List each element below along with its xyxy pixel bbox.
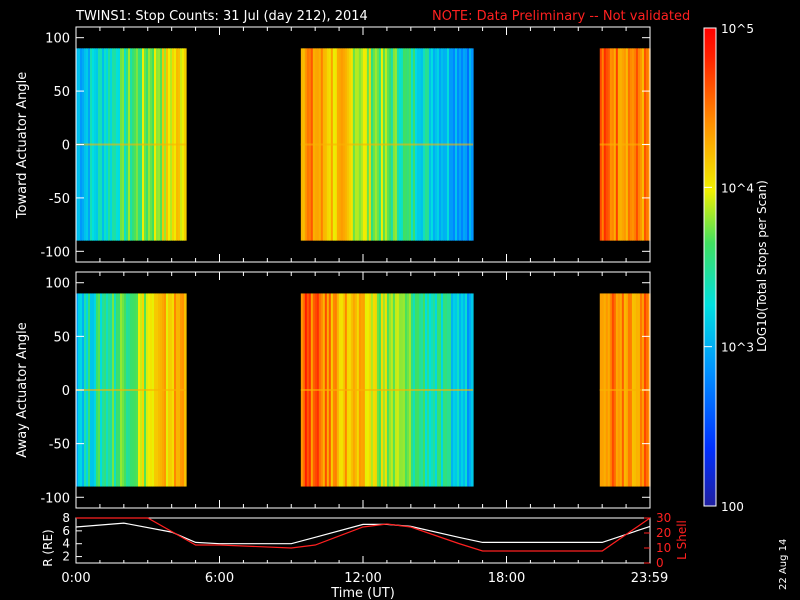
colorbar-label: LOG10(Total Stops per Scan) — [755, 180, 769, 352]
x-tick-label: 0:00 — [61, 571, 90, 586]
colorbar-tick-label: 10^3 — [721, 341, 754, 355]
zero-angle-band — [599, 143, 650, 146]
lshell-axis-label: L Shell — [675, 520, 689, 560]
lshell-tick-label: 30 — [656, 511, 671, 525]
lshell-tick-label: 10 — [656, 541, 671, 555]
zero-angle-band — [300, 389, 474, 391]
r-tick-label: 6 — [62, 524, 70, 538]
y-tick-label: 50 — [53, 85, 70, 100]
lshell-tick-label: 0 — [656, 556, 664, 570]
toward-panel: 100 50 0 -50 -100 Toward Actuator Angle — [15, 26, 651, 263]
y-tick-label: 100 — [45, 32, 70, 47]
y-tick-label: 50 — [53, 330, 70, 345]
y-tick-label: 0 — [62, 384, 70, 399]
time-axis-label: Time (UT) — [330, 586, 395, 600]
colorbar: 10^5 10^4 10^3 100 LOG10(Total Stops per Sc… — [703, 22, 769, 514]
x-tick-label: 12:00 — [344, 571, 381, 586]
r-axis-label: R (RE) — [41, 529, 55, 566]
data-note: NOTE: Data Preliminary -- Not validated — [432, 9, 690, 24]
y-tick-label: -100 — [40, 245, 70, 260]
lshell-series-line — [76, 517, 651, 552]
y-tick-label: -100 — [40, 491, 70, 506]
x-tick-label: 6:00 — [205, 571, 234, 586]
lshell-tick-label: 20 — [656, 526, 671, 540]
zero-angle-band — [76, 389, 187, 391]
y-tick-label: -50 — [49, 192, 70, 207]
y-tick-label: 100 — [45, 277, 70, 292]
zero-angle-band — [76, 143, 187, 146]
r-tick-label: 4 — [62, 537, 70, 551]
x-tick-label: 23:59 — [631, 571, 668, 586]
colorbar-tick-label: 100 — [721, 500, 744, 514]
zero-angle-band — [300, 143, 474, 146]
away-ylabel: Away Actuator Angle — [15, 322, 30, 457]
y-tick-label: 0 — [62, 139, 70, 154]
r-tick-label: 8 — [62, 511, 70, 525]
colorbar-tick-label: 10^4 — [721, 181, 754, 195]
toward-ylabel: Toward Actuator Angle — [15, 72, 30, 219]
colorbar-tick-label: 10^5 — [721, 22, 754, 36]
zero-angle-band — [599, 389, 650, 391]
colorbar-gradient — [704, 28, 716, 506]
r-tick-label: 2 — [62, 550, 70, 564]
away-panel: 100 50 0 -50 -100 Away Actuator Angle — [15, 271, 651, 509]
r-series-line — [75, 522, 651, 545]
date-stamp: 22 Aug 14 — [778, 539, 789, 590]
chart-title: TWINS1: Stop Counts: 31 Jul (day 212), 2… — [75, 9, 368, 24]
x-tick-label: 18:00 — [488, 571, 525, 586]
y-tick-label: -50 — [49, 438, 70, 453]
